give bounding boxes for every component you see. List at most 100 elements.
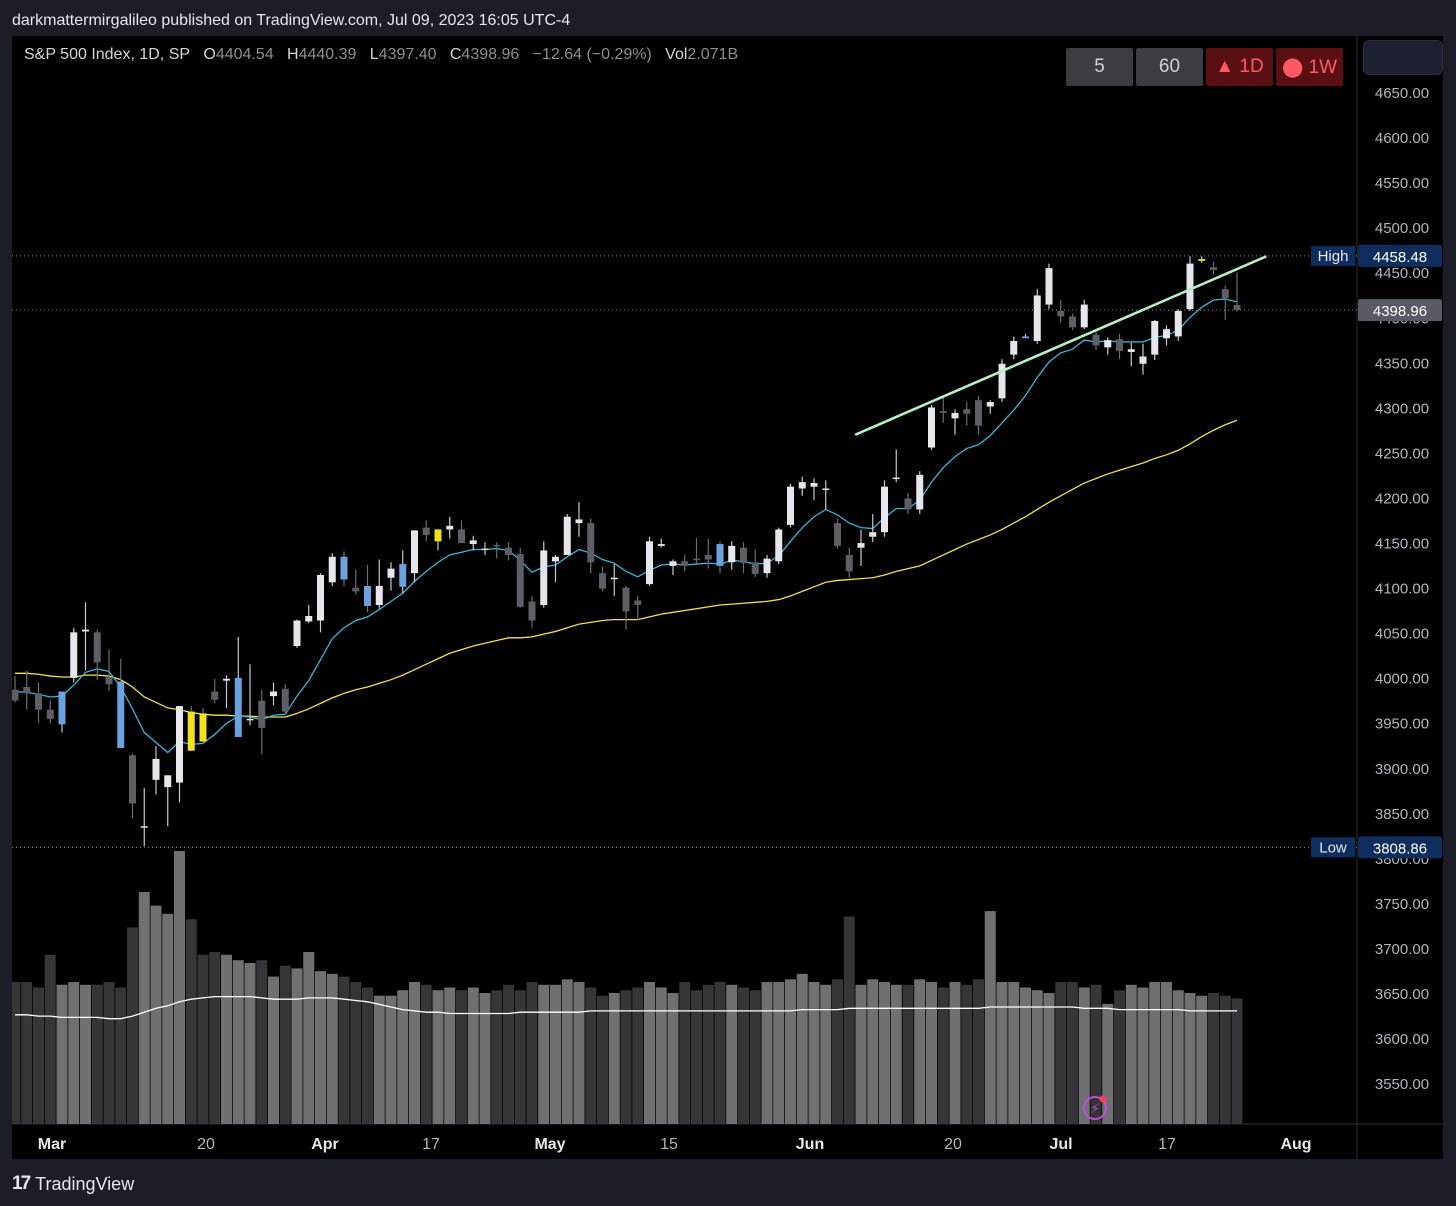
candle-body [1198,259,1206,261]
volume-bar [420,984,432,1124]
volume-bar [1196,995,1208,1124]
candle-body [728,545,736,563]
volume-bar [456,990,467,1124]
volume-bar [209,952,221,1124]
candle-body [223,678,230,681]
high-marker-value: 4458.48 [1373,249,1427,266]
timeframe-5-button[interactable]: 5 [1066,48,1133,86]
volume-bar [1031,990,1043,1124]
volume-bar [1172,990,1184,1124]
candle-body [610,577,618,580]
candlestick-chart[interactable]: 4650.004600.004550.004500.004450.004400.… [12,36,1443,1159]
volume-bar [115,987,127,1124]
volume-bar [655,987,667,1124]
candle-body [317,574,324,621]
candle-body [340,556,348,580]
low-marker-value-badge [1358,836,1442,859]
volume-bar [467,987,479,1124]
candle-body [787,486,794,525]
volume-label: Vol [665,46,688,63]
timeframe-1d-button[interactable]: ▲ 1D [1206,48,1273,86]
volume-bar [1125,984,1137,1124]
candle-body [399,564,407,587]
candle-body [552,556,559,562]
timeframe-1w-button[interactable]: ⬤ 1W [1276,48,1343,86]
volume-bar [244,962,256,1124]
candle-body [493,544,501,547]
candle-body [1174,310,1182,337]
volume-bar [1055,982,1067,1124]
chart-settings-button[interactable] [1363,40,1443,75]
volume-bar [773,982,785,1124]
candle-body [986,402,994,407]
volume-bar [984,911,996,1124]
volume-bar [1184,992,1196,1124]
candle-body [998,363,1006,399]
volume-bar [268,976,279,1124]
candle-body [646,541,653,585]
volume-bar [843,916,855,1124]
volume-bar [937,987,949,1124]
candle-body [70,632,78,678]
candle-body [657,544,665,546]
volume-bar [80,984,91,1124]
symbol-legend: S&P 500 Index, 1D, SP O4404.54 H4440.39 … [24,46,738,64]
candle-body [869,532,877,537]
candle-body [375,585,383,606]
volume-bar [33,987,44,1124]
candle-body [469,540,477,545]
published-by-header: darkmattermirgalileo published on Tradin… [12,12,571,29]
price-tick-label: 4300.00 [1375,400,1429,417]
time-tick-label: Jun [796,1136,824,1153]
chart-pane[interactable]: 4650.004600.004550.004500.004450.004400.… [12,36,1443,1159]
volume-bar [279,965,291,1124]
volume-bar [738,987,749,1124]
candle-body [387,568,395,578]
price-tick-label: 3600.00 [1375,1031,1429,1048]
candle-body [693,558,700,561]
timeframe-60-button[interactable]: 60 [1136,48,1203,86]
volume-bar [526,982,538,1124]
low-marker-tag [1311,837,1355,858]
volume-bar [890,984,902,1124]
volume-bar [867,979,879,1124]
candle-body [281,688,289,712]
volume-bar [91,984,103,1124]
volume-bar [855,984,867,1124]
candle-body [775,529,783,562]
low-marker-value: 3808.86 [1373,840,1427,857]
candle-body [1151,320,1159,355]
candle-body [1069,316,1076,328]
close-value: 4398.96 [461,46,520,63]
candle-body [1045,268,1053,305]
candle-body [1127,349,1135,352]
volume-bar [503,984,514,1124]
time-tick-label: 20 [197,1136,215,1153]
volume-bar [491,990,503,1124]
candle-body [1116,339,1123,352]
candle-body [35,693,42,710]
high-marker-value-badge [1358,244,1442,267]
candle-body [1057,310,1065,317]
candle-body [1233,305,1241,311]
volume-bar [538,984,550,1124]
volume-bar [973,979,984,1124]
candle-body [117,681,125,748]
volume-bar [1020,987,1031,1124]
volume-bar [256,960,268,1124]
price-tick-label: 4200.00 [1375,490,1429,507]
volume-bar [44,954,56,1124]
candle-body [951,412,959,419]
time-tick-label: Aug [1280,1136,1311,1153]
time-tick-label: 17 [422,1136,440,1153]
candle-body [939,411,947,413]
time-tick-label: 20 [944,1136,962,1153]
volume-bar [585,987,597,1124]
time-tick-label: 15 [660,1136,678,1153]
volume-bar [127,927,138,1124]
volume-bar [1067,982,1078,1124]
volume-bar [1149,982,1161,1124]
low-marker-label: Low [1319,839,1347,856]
tradingview-brand[interactable]: 17 TradingView [12,1171,134,1197]
candle-body [540,550,548,606]
